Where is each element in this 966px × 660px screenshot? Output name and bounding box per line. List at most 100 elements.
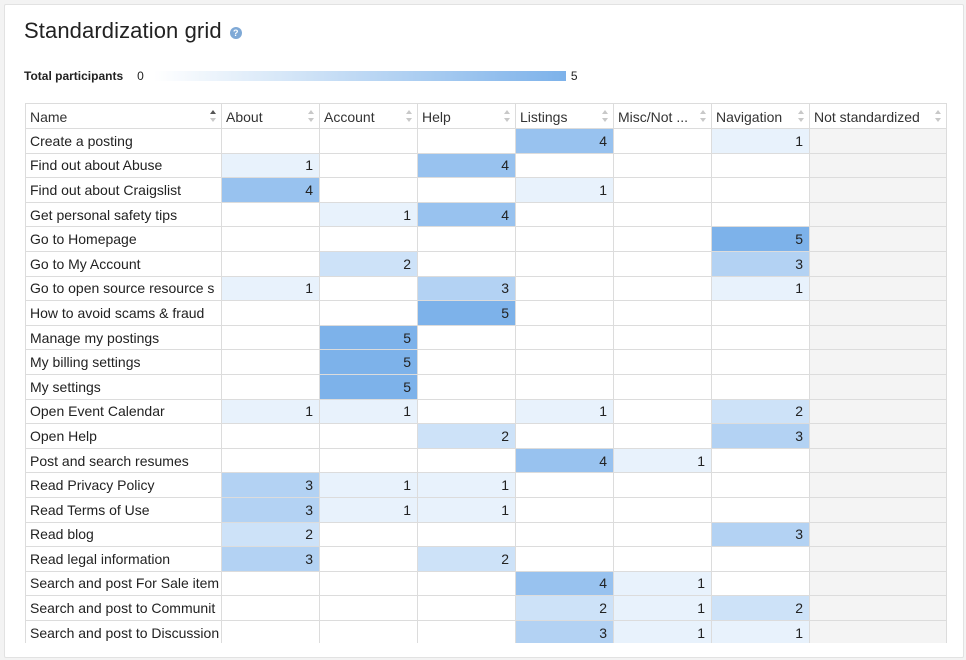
card-name-cell[interactable]: My settings [25,373,222,400]
sort-icon[interactable] [700,110,707,122]
count-cell[interactable] [711,300,810,326]
count-cell[interactable] [319,423,418,449]
count-cell[interactable]: 5 [711,226,810,252]
count-cell[interactable] [221,373,320,400]
count-cell[interactable] [613,398,712,425]
card-name-cell[interactable]: How to avoid scams & fraud [25,300,222,326]
not-standardized-cell[interactable] [809,250,947,277]
count-cell[interactable]: 1 [319,201,418,228]
count-cell[interactable] [515,275,614,302]
count-cell[interactable] [319,226,418,252]
card-name-cell[interactable]: Post and search resumes [25,447,222,474]
not-standardized-cell[interactable] [809,496,947,523]
card-name-cell[interactable]: Manage my postings [25,324,222,351]
sort-icon[interactable] [798,110,805,122]
count-cell[interactable]: 1 [613,595,712,621]
count-cell[interactable] [711,324,810,351]
card-name-cell[interactable]: Create a posting [25,128,222,154]
not-standardized-cell[interactable] [809,128,947,154]
count-cell[interactable] [319,447,418,474]
count-cell[interactable] [711,496,810,523]
column-header-name[interactable]: Name [25,103,222,129]
count-cell[interactable] [711,546,810,572]
count-cell[interactable]: 5 [319,324,418,351]
column-header-misc-not[interactable]: Misc/Not ... [613,103,712,129]
card-name-cell[interactable]: Go to open source resource s [25,275,222,302]
count-cell[interactable]: 1 [711,619,810,643]
sort-icon[interactable] [504,110,511,122]
count-cell[interactable] [221,250,320,277]
count-cell[interactable] [613,349,712,375]
count-cell[interactable] [613,546,712,572]
count-cell[interactable]: 4 [515,128,614,154]
not-standardized-cell[interactable] [809,152,947,179]
count-cell[interactable] [221,300,320,326]
count-cell[interactable] [711,472,810,498]
count-cell[interactable]: 3 [221,496,320,523]
count-cell[interactable] [613,521,712,548]
count-cell[interactable] [417,521,516,548]
not-standardized-cell[interactable] [809,595,947,621]
count-cell[interactable]: 2 [711,595,810,621]
count-cell[interactable] [613,152,712,179]
column-header-account[interactable]: Account [319,103,418,129]
card-name-cell[interactable]: Search and post to Communit [25,595,222,621]
not-standardized-cell[interactable] [809,349,947,375]
count-cell[interactable] [515,250,614,277]
not-standardized-cell[interactable] [809,546,947,572]
card-name-cell[interactable]: Find out about Abuse [25,152,222,179]
count-cell[interactable] [221,619,320,643]
count-cell[interactable] [417,128,516,154]
count-cell[interactable]: 1 [221,398,320,425]
not-standardized-cell[interactable] [809,177,947,203]
count-cell[interactable]: 2 [417,423,516,449]
card-name-cell[interactable]: Open Help [25,423,222,449]
count-cell[interactable] [221,570,320,597]
count-cell[interactable] [613,423,712,449]
card-name-cell[interactable]: Search and post to Discussion [25,619,222,643]
count-cell[interactable] [613,300,712,326]
count-cell[interactable]: 1 [515,177,614,203]
count-cell[interactable]: 3 [711,250,810,277]
not-standardized-cell[interactable] [809,423,947,449]
count-cell[interactable] [221,226,320,252]
not-standardized-cell[interactable] [809,472,947,498]
column-header-navigation[interactable]: Navigation [711,103,810,129]
count-cell[interactable]: 3 [515,619,614,643]
count-cell[interactable] [417,324,516,351]
count-cell[interactable]: 1 [417,496,516,523]
column-header-listings[interactable]: Listings [515,103,614,129]
card-name-cell[interactable]: Read blog [25,521,222,548]
count-cell[interactable] [417,619,516,643]
sort-icon[interactable] [406,110,413,122]
card-name-cell[interactable]: Read Privacy Policy [25,472,222,498]
count-cell[interactable] [221,349,320,375]
card-name-cell[interactable]: Go to My Account [25,250,222,277]
sort-icon[interactable] [602,110,609,122]
count-cell[interactable]: 4 [417,201,516,228]
count-cell[interactable] [711,349,810,375]
count-cell[interactable] [515,152,614,179]
count-cell[interactable] [319,177,418,203]
count-cell[interactable]: 5 [417,300,516,326]
not-standardized-cell[interactable] [809,324,947,351]
count-cell[interactable] [221,324,320,351]
count-cell[interactable]: 2 [515,595,614,621]
count-cell[interactable]: 4 [515,570,614,597]
count-cell[interactable] [711,447,810,474]
count-cell[interactable]: 3 [221,472,320,498]
count-cell[interactable]: 3 [221,546,320,572]
count-cell[interactable]: 2 [319,250,418,277]
card-name-cell[interactable]: Find out about Craigslist [25,177,222,203]
count-cell[interactable] [515,521,614,548]
not-standardized-cell[interactable] [809,398,947,425]
count-cell[interactable] [515,226,614,252]
not-standardized-cell[interactable] [809,619,947,643]
question-icon[interactable]: ? [229,27,242,39]
count-cell[interactable] [221,201,320,228]
count-cell[interactable]: 1 [613,447,712,474]
count-cell[interactable] [613,373,712,400]
not-standardized-cell[interactable] [809,201,947,228]
count-cell[interactable] [613,201,712,228]
count-cell[interactable]: 5 [319,373,418,400]
